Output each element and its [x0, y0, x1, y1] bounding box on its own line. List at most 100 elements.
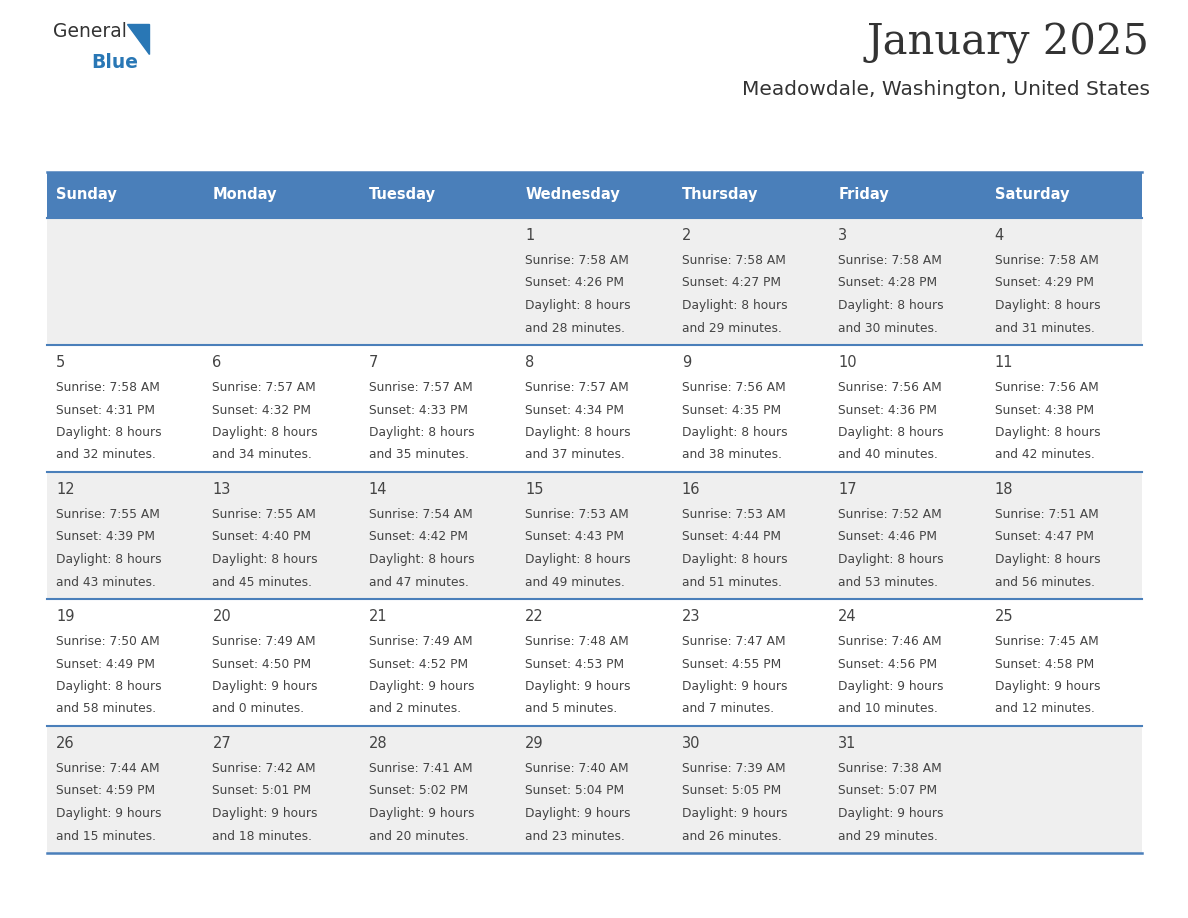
Text: Sunset: 5:07 PM: Sunset: 5:07 PM [839, 785, 937, 798]
Text: 29: 29 [525, 736, 544, 751]
FancyBboxPatch shape [48, 472, 1142, 599]
Text: Daylight: 9 hours: Daylight: 9 hours [525, 807, 631, 820]
Text: Daylight: 8 hours: Daylight: 8 hours [213, 553, 318, 566]
Text: 8: 8 [525, 355, 535, 370]
Text: Daylight: 8 hours: Daylight: 8 hours [682, 299, 788, 312]
Text: 30: 30 [682, 736, 700, 751]
Text: Daylight: 8 hours: Daylight: 8 hours [525, 553, 631, 566]
Text: Daylight: 9 hours: Daylight: 9 hours [525, 680, 631, 693]
Text: 18: 18 [994, 482, 1013, 497]
Text: Sunrise: 7:53 AM: Sunrise: 7:53 AM [525, 508, 628, 521]
Text: and 15 minutes.: and 15 minutes. [56, 830, 156, 843]
Text: Saturday: Saturday [994, 187, 1069, 203]
Text: Sunset: 4:39 PM: Sunset: 4:39 PM [56, 531, 154, 543]
Text: and 32 minutes.: and 32 minutes. [56, 449, 156, 462]
Text: 12: 12 [56, 482, 75, 497]
Text: Sunrise: 7:58 AM: Sunrise: 7:58 AM [839, 254, 942, 267]
Text: 2: 2 [682, 228, 691, 243]
Text: Daylight: 9 hours: Daylight: 9 hours [839, 680, 943, 693]
Text: Sunrise: 7:55 AM: Sunrise: 7:55 AM [56, 508, 160, 521]
Text: 17: 17 [839, 482, 857, 497]
Text: Sunset: 4:34 PM: Sunset: 4:34 PM [525, 404, 624, 417]
Text: 1: 1 [525, 228, 535, 243]
Text: Sunset: 4:43 PM: Sunset: 4:43 PM [525, 531, 624, 543]
Text: Sunset: 5:01 PM: Sunset: 5:01 PM [213, 785, 311, 798]
Text: Sunset: 4:58 PM: Sunset: 4:58 PM [994, 657, 1094, 670]
Text: Sunrise: 7:50 AM: Sunrise: 7:50 AM [56, 635, 159, 648]
Text: Daylight: 8 hours: Daylight: 8 hours [56, 426, 162, 439]
Text: Sunrise: 7:57 AM: Sunrise: 7:57 AM [368, 381, 473, 394]
Text: and 30 minutes.: and 30 minutes. [839, 321, 939, 334]
Text: January 2025: January 2025 [867, 22, 1150, 64]
Text: Sunrise: 7:48 AM: Sunrise: 7:48 AM [525, 635, 628, 648]
Text: Sunset: 4:38 PM: Sunset: 4:38 PM [994, 404, 1094, 417]
Text: and 47 minutes.: and 47 minutes. [368, 576, 469, 588]
Text: 21: 21 [368, 609, 387, 624]
Text: Daylight: 8 hours: Daylight: 8 hours [994, 553, 1100, 566]
Text: Daylight: 9 hours: Daylight: 9 hours [682, 680, 788, 693]
Text: Sunset: 4:47 PM: Sunset: 4:47 PM [994, 531, 1094, 543]
Text: Sunrise: 7:56 AM: Sunrise: 7:56 AM [682, 381, 785, 394]
Text: Daylight: 8 hours: Daylight: 8 hours [56, 680, 162, 693]
Text: Daylight: 9 hours: Daylight: 9 hours [213, 680, 318, 693]
Text: Sunset: 4:26 PM: Sunset: 4:26 PM [525, 276, 624, 289]
Text: Daylight: 8 hours: Daylight: 8 hours [994, 299, 1100, 312]
Text: Sunrise: 7:53 AM: Sunrise: 7:53 AM [682, 508, 785, 521]
Text: Sunrise: 7:46 AM: Sunrise: 7:46 AM [839, 635, 942, 648]
Text: Daylight: 8 hours: Daylight: 8 hours [525, 299, 631, 312]
Text: Sunrise: 7:49 AM: Sunrise: 7:49 AM [213, 635, 316, 648]
Text: Daylight: 8 hours: Daylight: 8 hours [994, 426, 1100, 439]
Text: 11: 11 [994, 355, 1013, 370]
Text: Sunset: 4:49 PM: Sunset: 4:49 PM [56, 657, 154, 670]
Text: 24: 24 [839, 609, 857, 624]
FancyBboxPatch shape [48, 345, 1142, 472]
Text: 31: 31 [839, 736, 857, 751]
Text: Blue: Blue [91, 53, 138, 72]
FancyBboxPatch shape [48, 726, 1142, 853]
Text: 26: 26 [56, 736, 75, 751]
Text: Sunset: 4:28 PM: Sunset: 4:28 PM [839, 276, 937, 289]
Text: 4: 4 [994, 228, 1004, 243]
Text: Sunrise: 7:44 AM: Sunrise: 7:44 AM [56, 762, 159, 775]
Text: 6: 6 [213, 355, 222, 370]
Text: Daylight: 8 hours: Daylight: 8 hours [525, 426, 631, 439]
Text: and 43 minutes.: and 43 minutes. [56, 576, 156, 588]
Text: Sunset: 4:50 PM: Sunset: 4:50 PM [213, 657, 311, 670]
Text: 23: 23 [682, 609, 700, 624]
Text: 20: 20 [213, 609, 232, 624]
Text: Sunset: 4:31 PM: Sunset: 4:31 PM [56, 404, 154, 417]
FancyBboxPatch shape [48, 218, 1142, 345]
Text: Sunset: 4:33 PM: Sunset: 4:33 PM [368, 404, 468, 417]
Text: and 37 minutes.: and 37 minutes. [525, 449, 625, 462]
Text: and 35 minutes.: and 35 minutes. [368, 449, 469, 462]
Text: Friday: Friday [839, 187, 889, 203]
Text: Daylight: 8 hours: Daylight: 8 hours [839, 299, 943, 312]
Text: 27: 27 [213, 736, 232, 751]
Text: Thursday: Thursday [682, 187, 758, 203]
Text: Daylight: 8 hours: Daylight: 8 hours [56, 553, 162, 566]
Text: Daylight: 9 hours: Daylight: 9 hours [213, 807, 318, 820]
Text: Sunset: 4:56 PM: Sunset: 4:56 PM [839, 657, 937, 670]
Text: and 28 minutes.: and 28 minutes. [525, 321, 625, 334]
Text: Sunrise: 7:41 AM: Sunrise: 7:41 AM [368, 762, 473, 775]
Text: Daylight: 8 hours: Daylight: 8 hours [368, 426, 474, 439]
Text: 10: 10 [839, 355, 857, 370]
Text: Sunrise: 7:47 AM: Sunrise: 7:47 AM [682, 635, 785, 648]
Text: Daylight: 8 hours: Daylight: 8 hours [682, 426, 788, 439]
Text: Sunrise: 7:58 AM: Sunrise: 7:58 AM [56, 381, 160, 394]
Text: Wednesday: Wednesday [525, 187, 620, 203]
Text: and 2 minutes.: and 2 minutes. [368, 702, 461, 715]
Text: Sunset: 4:35 PM: Sunset: 4:35 PM [682, 404, 781, 417]
Text: Sunset: 4:53 PM: Sunset: 4:53 PM [525, 657, 625, 670]
Text: Sunrise: 7:58 AM: Sunrise: 7:58 AM [525, 254, 630, 267]
Text: and 45 minutes.: and 45 minutes. [213, 576, 312, 588]
Text: Sunrise: 7:57 AM: Sunrise: 7:57 AM [213, 381, 316, 394]
Text: Sunrise: 7:38 AM: Sunrise: 7:38 AM [839, 762, 942, 775]
Text: Sunrise: 7:45 AM: Sunrise: 7:45 AM [994, 635, 1099, 648]
Text: Sunset: 5:02 PM: Sunset: 5:02 PM [368, 785, 468, 798]
Text: and 53 minutes.: and 53 minutes. [839, 576, 939, 588]
Text: Sunrise: 7:52 AM: Sunrise: 7:52 AM [839, 508, 942, 521]
Text: 3: 3 [839, 228, 847, 243]
Text: and 51 minutes.: and 51 minutes. [682, 576, 782, 588]
Text: 16: 16 [682, 482, 700, 497]
